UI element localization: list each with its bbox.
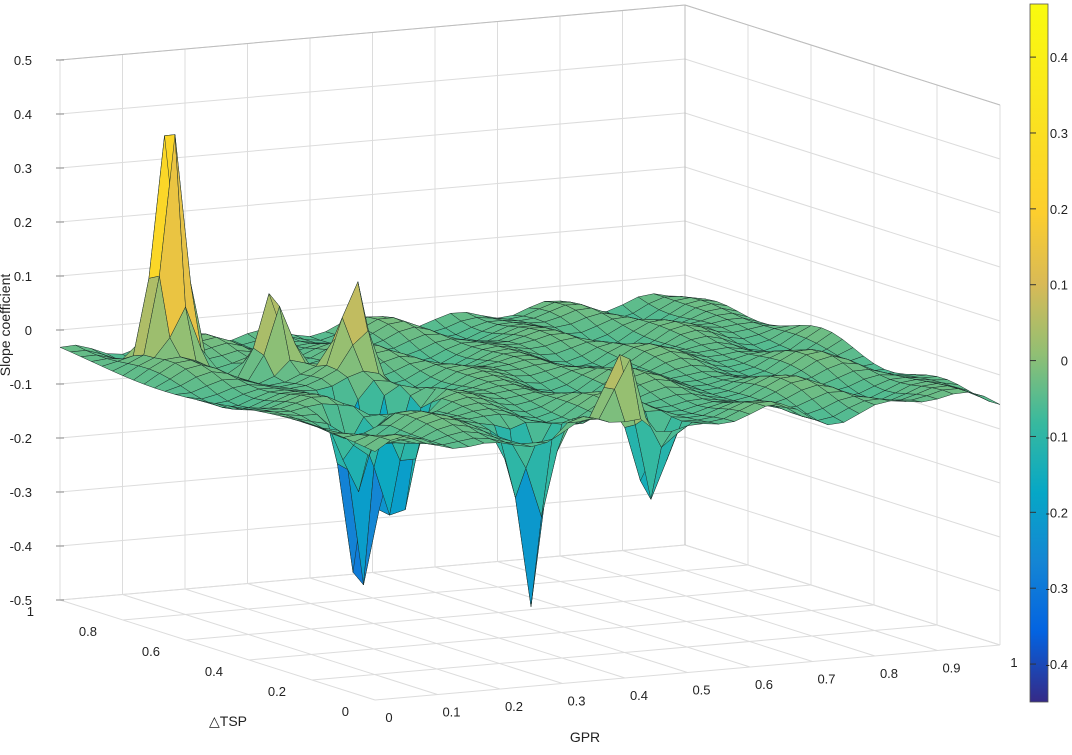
x-axis-label: GPR [570, 729, 600, 745]
z-tick-label: -0.2 [10, 431, 32, 446]
axes-ticks: -0.5 -0.4 -0.3 -0.2 -0.1 0 0.1 0.2 0.3 0.4 0.5 0 0.1… [10, 53, 1018, 725]
y-tick-label: 0.2 [268, 684, 286, 699]
x-tick-label: 0.5 [692, 683, 710, 698]
colorbar-tick-label: 0.4 [1050, 50, 1068, 65]
z-tick-label: -0.4 [10, 539, 32, 554]
x-tick-label: 0.4 [630, 688, 648, 703]
y-axis-label: △TSP [209, 713, 247, 729]
surface-patch [973, 393, 1001, 405]
x-tick-label: 0.8 [880, 666, 898, 681]
y-tick-label: 0 [342, 704, 349, 719]
z-tick-label: 0 [25, 323, 32, 338]
colorbar-ticks: -0.4 -0.3 -0.2 -0.1 0 0.1 0.2 0.3 0.4 [1030, 50, 1068, 672]
colorbar-tick-label: -0.2 [1046, 505, 1068, 520]
colorbar [1029, 3, 1049, 703]
colorbar-tick-label: -0.4 [1046, 657, 1068, 672]
x-tick-label: 0.7 [817, 672, 835, 687]
z-tick-label: 0.4 [14, 107, 32, 122]
x-tick-label: 0.3 [567, 694, 585, 709]
z-tick-label: 0.5 [14, 53, 32, 68]
x-tick-label: 1 [1010, 655, 1017, 670]
colorbar-tick-label: 0.2 [1050, 202, 1068, 217]
z-axis-label: Slope coefficient [0, 274, 13, 377]
x-tick-label: 0.1 [442, 705, 460, 720]
z-tick-label: 0.2 [14, 215, 32, 230]
colorbar-tick-label: 0.3 [1050, 126, 1068, 141]
z-tick-label: 0.3 [14, 161, 32, 176]
surface-mesh [59, 134, 1001, 607]
y-tick-label: 0.8 [79, 624, 97, 639]
z-tick-label: 0.1 [14, 269, 32, 284]
x-tick-label: 0.9 [942, 661, 960, 676]
x-tick-label: 0 [385, 710, 392, 725]
y-tick-label: 1 [27, 604, 34, 619]
x-tick-label: 0.6 [755, 677, 773, 692]
colorbar-tick-label: 0 [1061, 354, 1068, 369]
z-tick-label: -0.5 [10, 593, 32, 608]
colorbar-tick-label: -0.3 [1046, 581, 1068, 596]
y-tick-label: 0.6 [142, 644, 160, 659]
z-tick-label: -0.3 [10, 485, 32, 500]
y-tick-label: 0.4 [205, 664, 223, 679]
colorbar-tick-label: 0.1 [1050, 278, 1068, 293]
x-tick-label: 0.2 [505, 699, 523, 714]
colorbar-tick-label: -0.1 [1046, 429, 1068, 444]
z-tick-label: -0.1 [10, 377, 32, 392]
